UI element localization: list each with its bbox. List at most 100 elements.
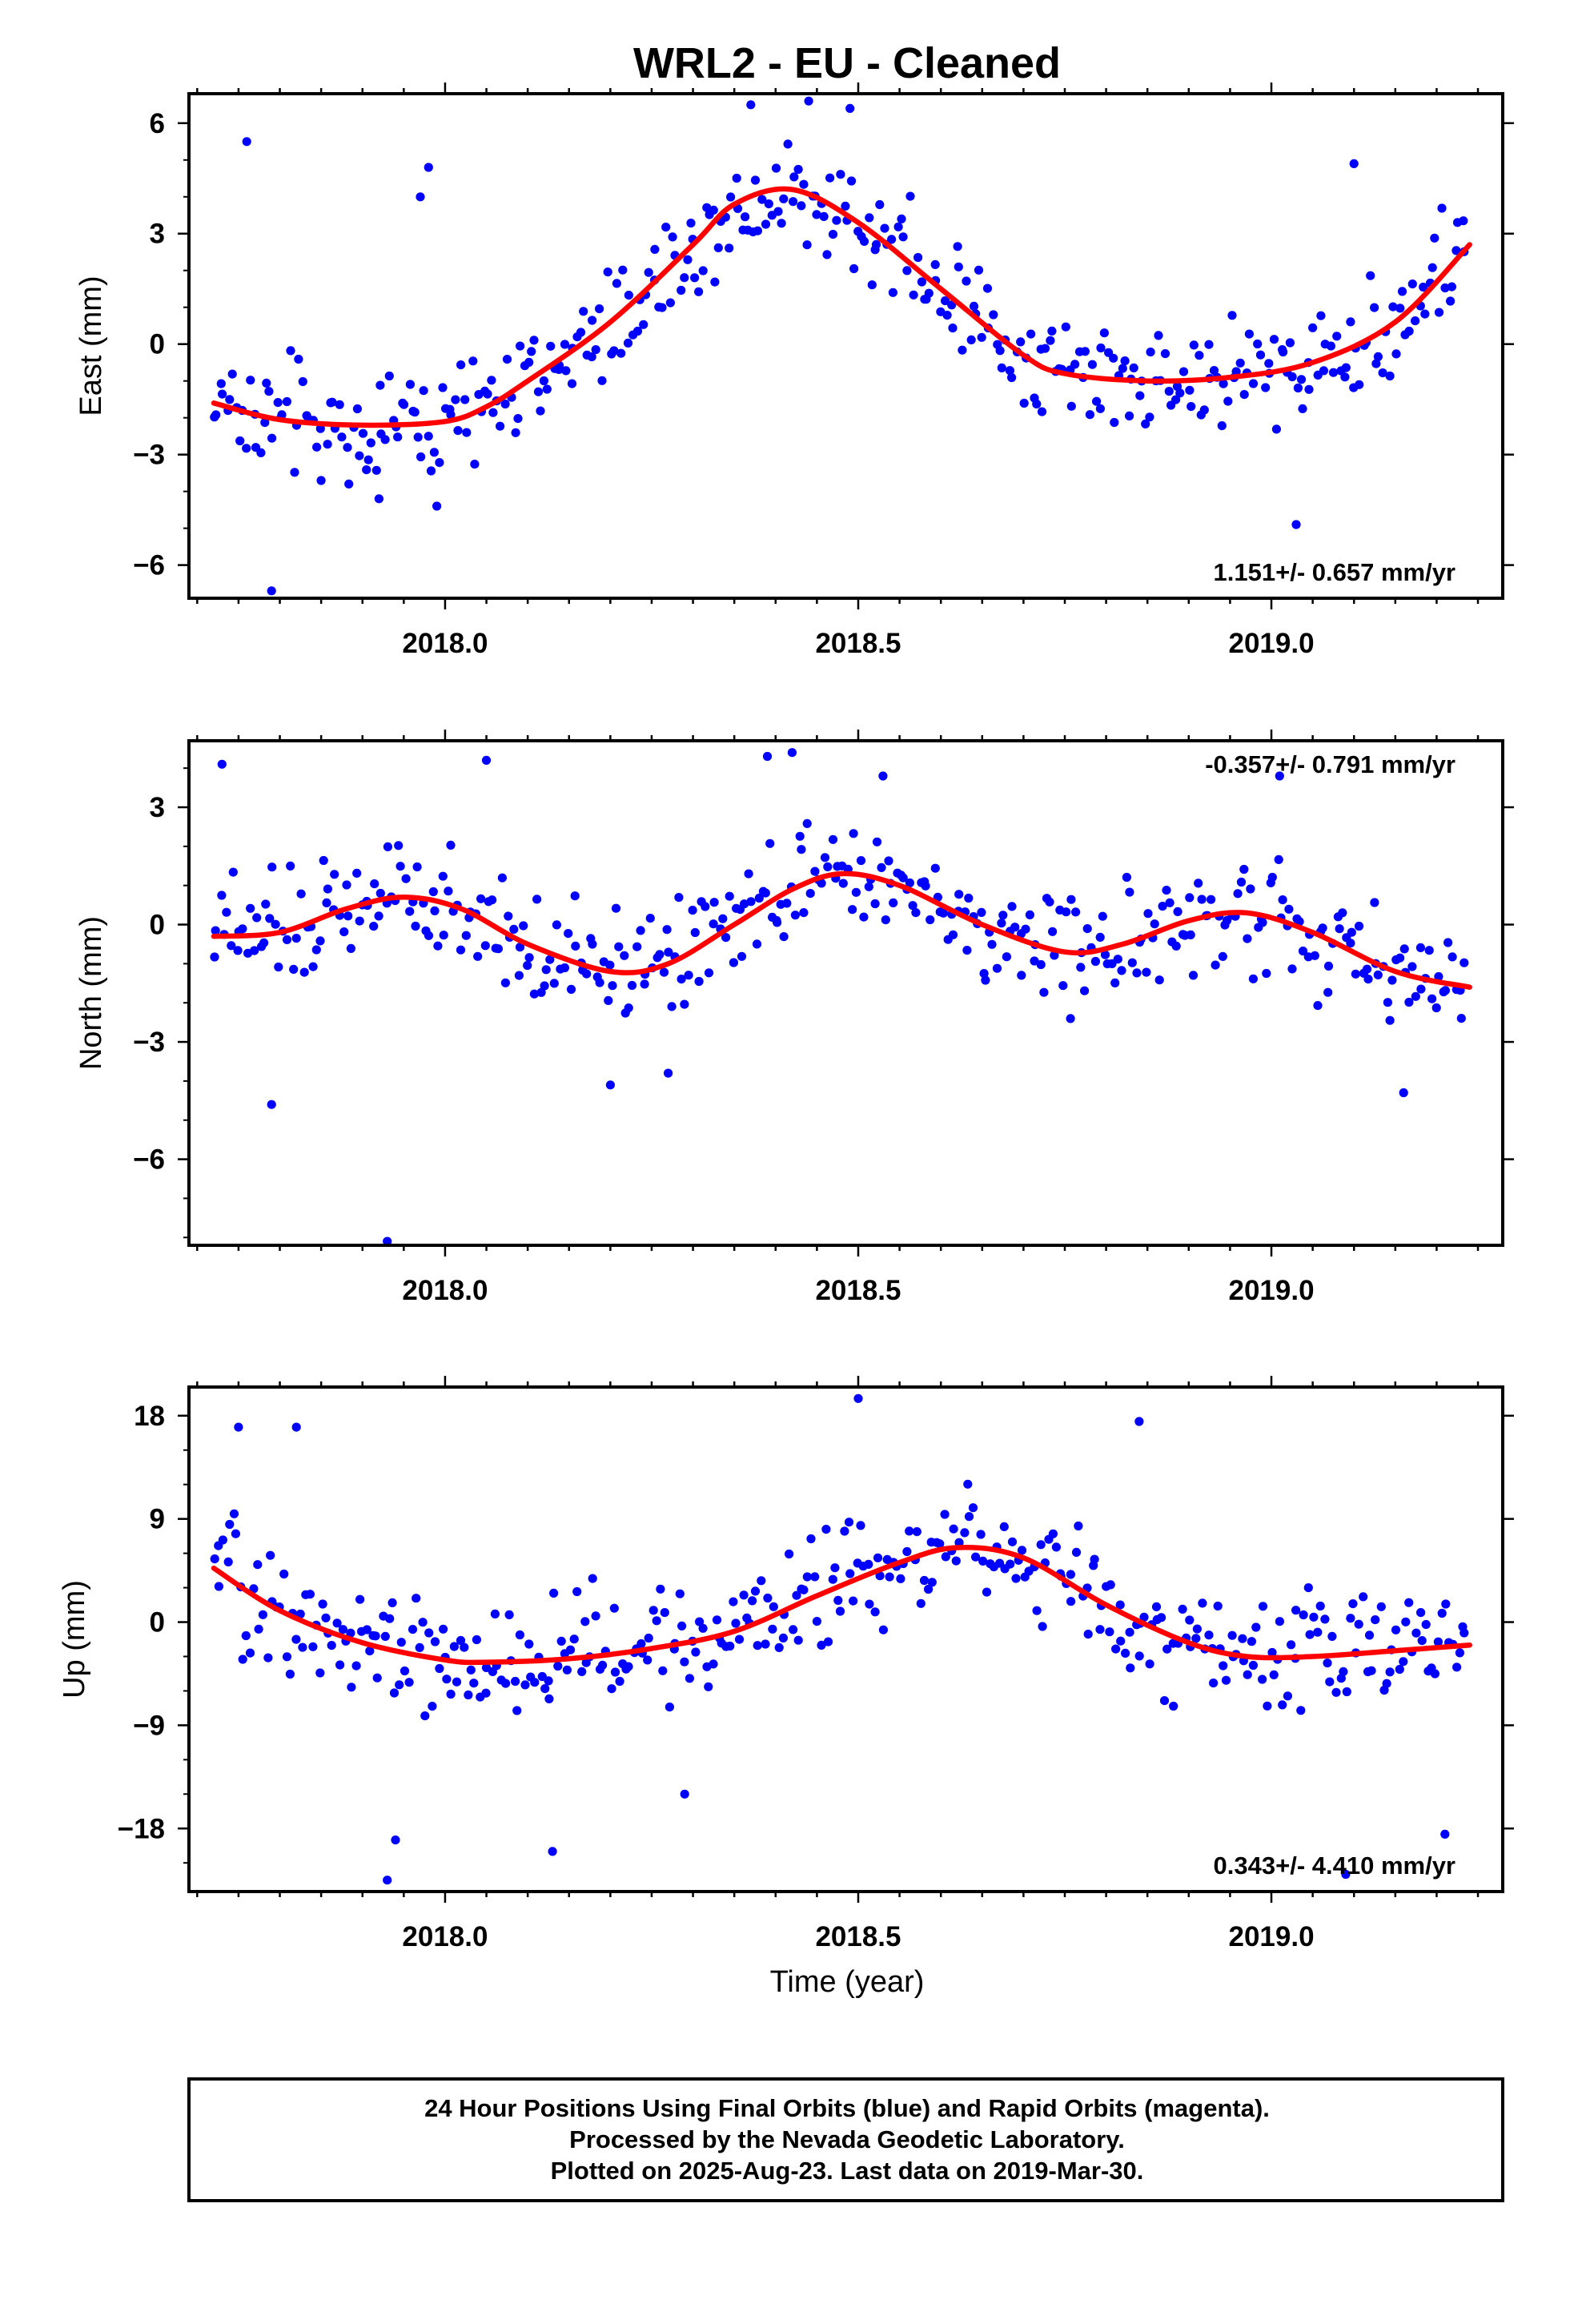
up-point: [806, 1534, 816, 1544]
north-point: [514, 971, 524, 980]
east-x-tick-label: 2018.5: [815, 628, 901, 659]
east-point: [456, 360, 466, 370]
east-point: [1411, 316, 1420, 326]
north-point: [259, 938, 269, 947]
up-point: [1017, 1546, 1027, 1555]
east-point: [1145, 412, 1154, 422]
east-point: [1346, 317, 1355, 327]
up-point: [389, 1688, 400, 1698]
north-point: [1236, 877, 1247, 887]
north-point: [1185, 893, 1195, 903]
east-point: [1160, 349, 1170, 359]
east-point: [1154, 331, 1163, 340]
east-point: [1040, 344, 1050, 353]
north-point: [540, 981, 549, 991]
up-point: [636, 1638, 646, 1649]
up-point: [291, 1634, 301, 1644]
up-point: [853, 1393, 863, 1403]
east-point: [797, 201, 806, 211]
north-point: [664, 1068, 673, 1078]
east-point: [588, 316, 597, 325]
east-x-tick-label: 2018.0: [402, 628, 488, 659]
up-point: [308, 1642, 318, 1651]
east-point: [616, 348, 626, 358]
east-point: [1171, 395, 1181, 404]
east-point: [567, 379, 577, 388]
east-point: [698, 266, 708, 275]
up-point: [285, 1669, 295, 1679]
east-point: [1355, 380, 1364, 389]
east-point: [432, 501, 442, 511]
north-point: [1165, 898, 1174, 907]
east-point: [1332, 332, 1342, 341]
north-point: [667, 1002, 677, 1011]
north-point: [1399, 944, 1409, 954]
up-point: [1291, 1606, 1301, 1615]
up-point: [1036, 1540, 1046, 1550]
up-point: [1198, 1598, 1207, 1608]
east-point: [1404, 326, 1414, 336]
north-point: [1411, 991, 1420, 1001]
east-point: [954, 262, 963, 271]
up-point: [1178, 1604, 1187, 1614]
up-point: [335, 1660, 345, 1670]
up-point: [789, 1625, 798, 1634]
east-point: [793, 164, 803, 175]
north-point: [859, 912, 869, 922]
up-point: [680, 1789, 689, 1799]
up-point: [556, 1636, 566, 1646]
north-x-tick-label: 2018.0: [402, 1275, 488, 1306]
up-x-tick-label: 2018.5: [815, 1921, 901, 1952]
east-point: [1047, 326, 1057, 336]
east-point: [1340, 372, 1350, 382]
east-point: [344, 479, 354, 489]
east-point: [264, 387, 274, 396]
north-point: [383, 1236, 392, 1245]
east-point: [267, 586, 276, 596]
up-point: [456, 1635, 466, 1646]
east-point: [1264, 359, 1274, 368]
east-point: [804, 96, 813, 106]
north-point: [838, 879, 848, 888]
up-point: [218, 1535, 227, 1545]
north-y-tick-label: −6: [133, 1144, 165, 1176]
up-point: [263, 1653, 273, 1663]
east-point: [358, 428, 368, 438]
east-point: [845, 103, 855, 113]
up-point: [1134, 1651, 1144, 1661]
up-point: [1269, 1670, 1279, 1679]
east-point: [371, 465, 381, 475]
panel-east: 2018.0 2018.5 2019.0 −6 −3 0 3 6 East (mm) 1.151+…: [74, 82, 1514, 659]
up-point: [1169, 1701, 1178, 1711]
up-point: [757, 1576, 766, 1586]
north-point: [884, 856, 893, 866]
up-point: [580, 1617, 590, 1626]
north-point: [848, 905, 857, 915]
east-point: [783, 139, 793, 149]
east-point: [995, 346, 1005, 356]
north-point: [405, 907, 415, 916]
north-point: [401, 874, 411, 883]
up-point: [412, 1594, 421, 1603]
north-point: [1287, 964, 1297, 974]
up-point: [1083, 1630, 1093, 1639]
east-point: [343, 443, 352, 452]
north-x-tick-label: 2018.5: [815, 1275, 901, 1306]
north-point: [1132, 968, 1142, 978]
up-point: [840, 1526, 849, 1536]
up-point: [1278, 1700, 1287, 1710]
east-point: [974, 265, 984, 275]
up-point: [615, 1676, 624, 1687]
east-point: [612, 279, 622, 288]
north-point: [987, 939, 997, 949]
up-point: [511, 1676, 520, 1687]
east-point: [362, 465, 371, 475]
east-point: [256, 448, 266, 458]
up-point: [1320, 1614, 1330, 1624]
up-point: [845, 1569, 855, 1578]
north-point: [1424, 946, 1434, 955]
up-point: [1162, 1644, 1172, 1654]
up-point: [1411, 1628, 1421, 1638]
up-point: [1258, 1602, 1268, 1611]
north-point: [1158, 902, 1167, 911]
